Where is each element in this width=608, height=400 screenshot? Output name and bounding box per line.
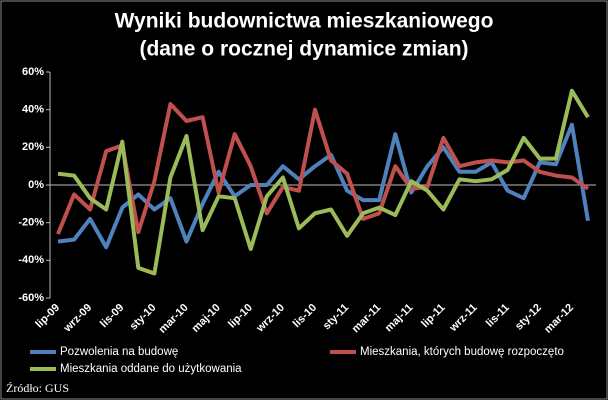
- y-tick-label: 60%: [22, 66, 44, 78]
- y-tick-label: -60%: [18, 292, 44, 304]
- chart-subtitle: (dane o rocznej dynamice zmian): [139, 38, 468, 61]
- source: Źródło: GUS: [6, 381, 69, 395]
- series-line: [57, 88, 590, 276]
- y-tick-label: 40%: [22, 104, 44, 116]
- legend-label: Mieszkania, których budowę rozpoczęto: [360, 346, 564, 358]
- legend-label: Mieszkania oddane do użytkowania: [60, 363, 242, 375]
- series-line: [56, 102, 590, 235]
- y-tick-label: 0%: [28, 179, 44, 191]
- y-tick-label: -20%: [18, 217, 44, 229]
- chart-title: Wyniki budownictwa mieszkaniowego: [115, 10, 494, 33]
- y-tick-label: 20%: [22, 141, 44, 153]
- y-tick-label: -40%: [18, 254, 44, 266]
- legend-label: Pozwolenia na budowę: [60, 346, 178, 358]
